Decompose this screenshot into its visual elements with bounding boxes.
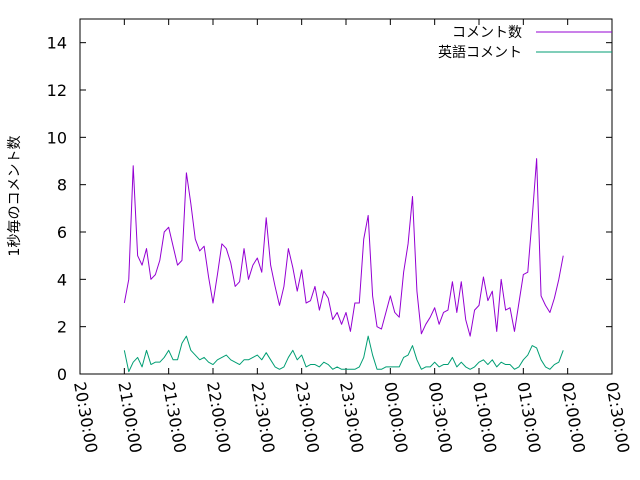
y-axis-label: 1秒毎のコメント数 — [7, 136, 23, 257]
x-tick-label: 21:30:00 — [159, 380, 190, 454]
y-tick-label: 12 — [47, 81, 67, 100]
y-tick-label: 0 — [57, 365, 67, 384]
x-tick-label: 21:00:00 — [114, 380, 145, 454]
series-lines — [123, 158, 564, 373]
x-tick-label: 00:30:00 — [425, 380, 456, 454]
y-tick-label: 6 — [57, 223, 67, 242]
y-tick-label: 8 — [57, 176, 67, 195]
x-tick-label: 23:00:00 — [292, 380, 323, 454]
y-tick-label: 4 — [57, 270, 67, 289]
x-tick-label: 02:00:00 — [558, 380, 589, 454]
plot-border — [79, 18, 613, 375]
y-tick-label: 14 — [47, 34, 67, 53]
x-tick-label: 23:30:00 — [336, 380, 367, 454]
axes: 0 2 4 6 8 10 12 14 20:30:00 21:00:00 21:30:00 22:00… — [47, 18, 633, 454]
x-tick-label: 01:30:00 — [513, 380, 544, 454]
series-line-2 — [123, 335, 564, 373]
x-tick-label: 01:00:00 — [469, 380, 500, 454]
x-tick-label: 02:30:00 — [602, 380, 633, 454]
x-tick-label: 00:00:00 — [380, 380, 411, 454]
x-tick-label: 22:00:00 — [203, 380, 234, 454]
legend-label-1: コメント数 — [452, 25, 522, 41]
series-line-1 — [123, 158, 564, 337]
x-tick-label: 20:30:00 — [70, 380, 101, 454]
legend-label-2: 英語コメント — [438, 44, 522, 61]
y-tick-label: 10 — [47, 128, 67, 147]
x-tick-label: 22:30:00 — [247, 380, 278, 454]
y-tick-label: 2 — [57, 318, 67, 337]
